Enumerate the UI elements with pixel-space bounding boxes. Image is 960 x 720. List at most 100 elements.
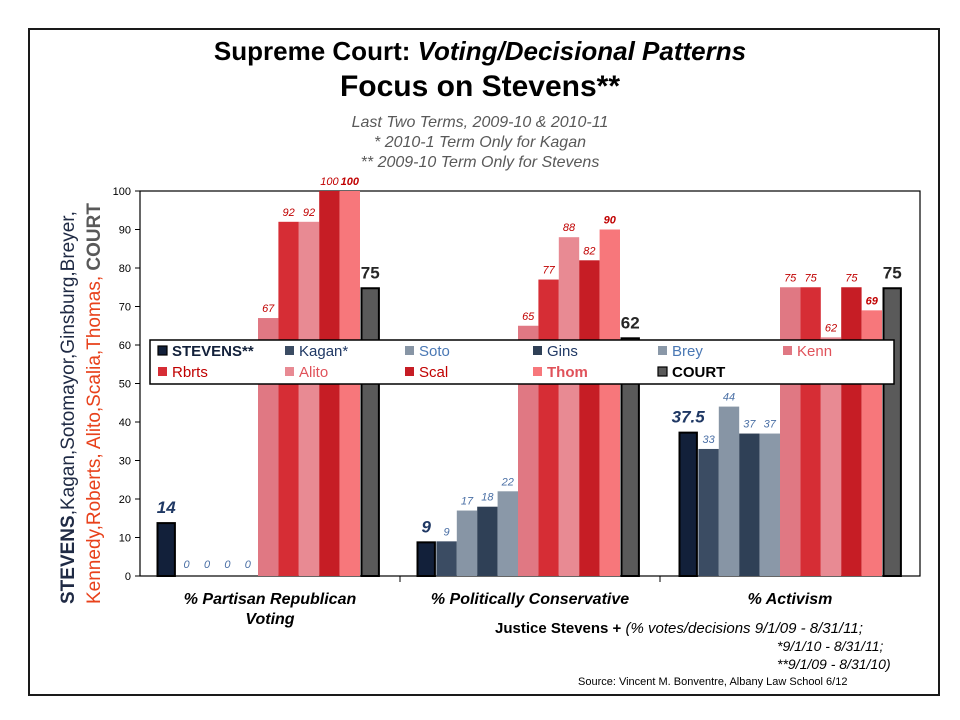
data-label: 37	[764, 419, 777, 431]
data-label: 9	[444, 526, 450, 538]
data-label: 92	[282, 207, 294, 219]
bar-alito	[820, 337, 842, 576]
data-label: 69	[866, 295, 879, 307]
bar-brey	[759, 433, 780, 576]
bar-rbrts	[538, 279, 559, 576]
footnote: Justice Stevens + (% votes/decisions 9/1…	[495, 620, 863, 637]
data-label: 18	[481, 492, 494, 504]
data-label: 0	[224, 559, 231, 571]
x-category-label: Voting	[245, 611, 294, 628]
y-tick-label: 20	[119, 494, 131, 506]
data-label: 0	[184, 559, 191, 571]
legend-label: Kagan*	[299, 343, 348, 360]
y-tick-label: 80	[119, 263, 131, 275]
footnote-line3: **9/1/09 - 8/31/10)	[777, 656, 891, 672]
data-label: 75	[804, 272, 817, 284]
y-tick-label: 70	[119, 302, 131, 314]
bar-soto	[456, 510, 478, 576]
legend-swatch	[285, 367, 294, 376]
legend-swatch	[157, 345, 168, 356]
bar-stevens	[678, 431, 698, 577]
x-category-label: % Politically Conservative	[431, 591, 629, 608]
legend-label: Rbrts	[172, 364, 208, 381]
y-tick-label: 0	[125, 571, 131, 583]
legend-box	[149, 339, 895, 385]
bar-alito	[558, 237, 580, 576]
bar-alito	[298, 221, 320, 577]
bar-rbrts	[800, 287, 821, 576]
data-label: 77	[542, 265, 555, 277]
bar-scal	[579, 260, 600, 576]
bar-gins	[477, 506, 498, 576]
bar-court	[882, 287, 902, 577]
legend-swatch	[405, 346, 414, 355]
data-label: 82	[583, 245, 595, 257]
bar-stevens	[156, 522, 176, 577]
data-label: 9	[421, 517, 431, 536]
data-label: 65	[522, 311, 535, 323]
legend-label: Thom	[547, 364, 588, 381]
subtitle-stevens-note: ** 2009-10 Term Only for Stevens	[360, 154, 600, 171]
data-label: 17	[461, 496, 474, 508]
y-tick-label: 100	[113, 186, 131, 198]
legend-swatch	[658, 346, 667, 355]
legend-swatch	[285, 346, 294, 355]
data-label: 0	[245, 559, 252, 571]
chart-title: Supreme Court: Voting/Decisional Pattern…	[213, 36, 747, 66]
legend-label: Brey	[672, 343, 703, 360]
data-label: 62	[621, 313, 640, 332]
bar-thom	[599, 229, 620, 576]
data-label: 100	[320, 176, 339, 188]
legend-swatch	[657, 366, 668, 377]
bar-gins	[739, 433, 760, 576]
subtitle-kagan-note: * 2010-1 Term Only for Kagan	[374, 134, 586, 151]
data-label: 92	[303, 207, 315, 219]
data-label: 37	[743, 419, 756, 431]
legend-swatch	[405, 367, 414, 376]
bar-court	[360, 287, 380, 577]
legend-label: Soto	[419, 343, 450, 360]
y-tick-label: 60	[119, 340, 131, 352]
bar-kagan	[698, 448, 719, 576]
data-label: 33	[702, 434, 715, 446]
data-label: 88	[563, 222, 576, 234]
footnote-line2: *9/1/10 - 8/31/11;	[777, 638, 884, 654]
legend-swatch	[783, 346, 792, 355]
subtitle-terms: Last Two Terms, 2009-10 & 2010-11	[351, 114, 609, 131]
data-label: 75	[845, 272, 858, 284]
legend-label: COURT	[672, 364, 725, 381]
data-label: 44	[723, 392, 735, 404]
legend-label: STEVENS**	[172, 343, 254, 360]
bar-court	[620, 337, 640, 577]
data-label: 0	[204, 559, 211, 571]
legend-swatch	[533, 346, 542, 355]
legend-label: Kenn	[797, 343, 832, 360]
bar-rbrts	[278, 221, 299, 577]
source-credit: Source: Vincent M. Bonventre, Albany Law…	[578, 676, 848, 688]
legend-label: Scal	[419, 364, 448, 381]
data-label: 37.5	[672, 408, 706, 427]
data-label: 22	[501, 476, 514, 488]
y-tick-label: 90	[119, 225, 131, 237]
data-label: 67	[262, 303, 275, 315]
data-label: 14	[157, 498, 176, 517]
y-tick-label: 10	[119, 533, 131, 545]
y-tick-label: 50	[119, 379, 131, 391]
legend-swatch	[158, 367, 167, 376]
data-label: 62	[825, 322, 837, 334]
chart-title-focus: Focus on Stevens**	[339, 70, 621, 103]
data-label: 100	[341, 176, 360, 188]
bar-kenn	[780, 287, 801, 576]
data-label: 75	[361, 263, 380, 282]
bar-scal	[841, 287, 862, 576]
bar-kenn	[518, 325, 539, 576]
bar-kagan	[436, 541, 457, 576]
y-tick-label: 30	[119, 456, 131, 468]
legend-label: Gins	[547, 343, 578, 360]
legend-swatch	[533, 367, 542, 376]
data-label: 90	[604, 215, 617, 227]
x-category-label: % Activism	[748, 591, 833, 608]
data-label: 75	[883, 263, 902, 282]
bar-brey	[497, 491, 518, 576]
